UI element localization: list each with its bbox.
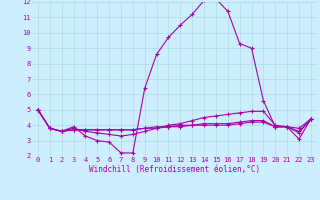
X-axis label: Windchill (Refroidissement éolien,°C): Windchill (Refroidissement éolien,°C) [89, 165, 260, 174]
